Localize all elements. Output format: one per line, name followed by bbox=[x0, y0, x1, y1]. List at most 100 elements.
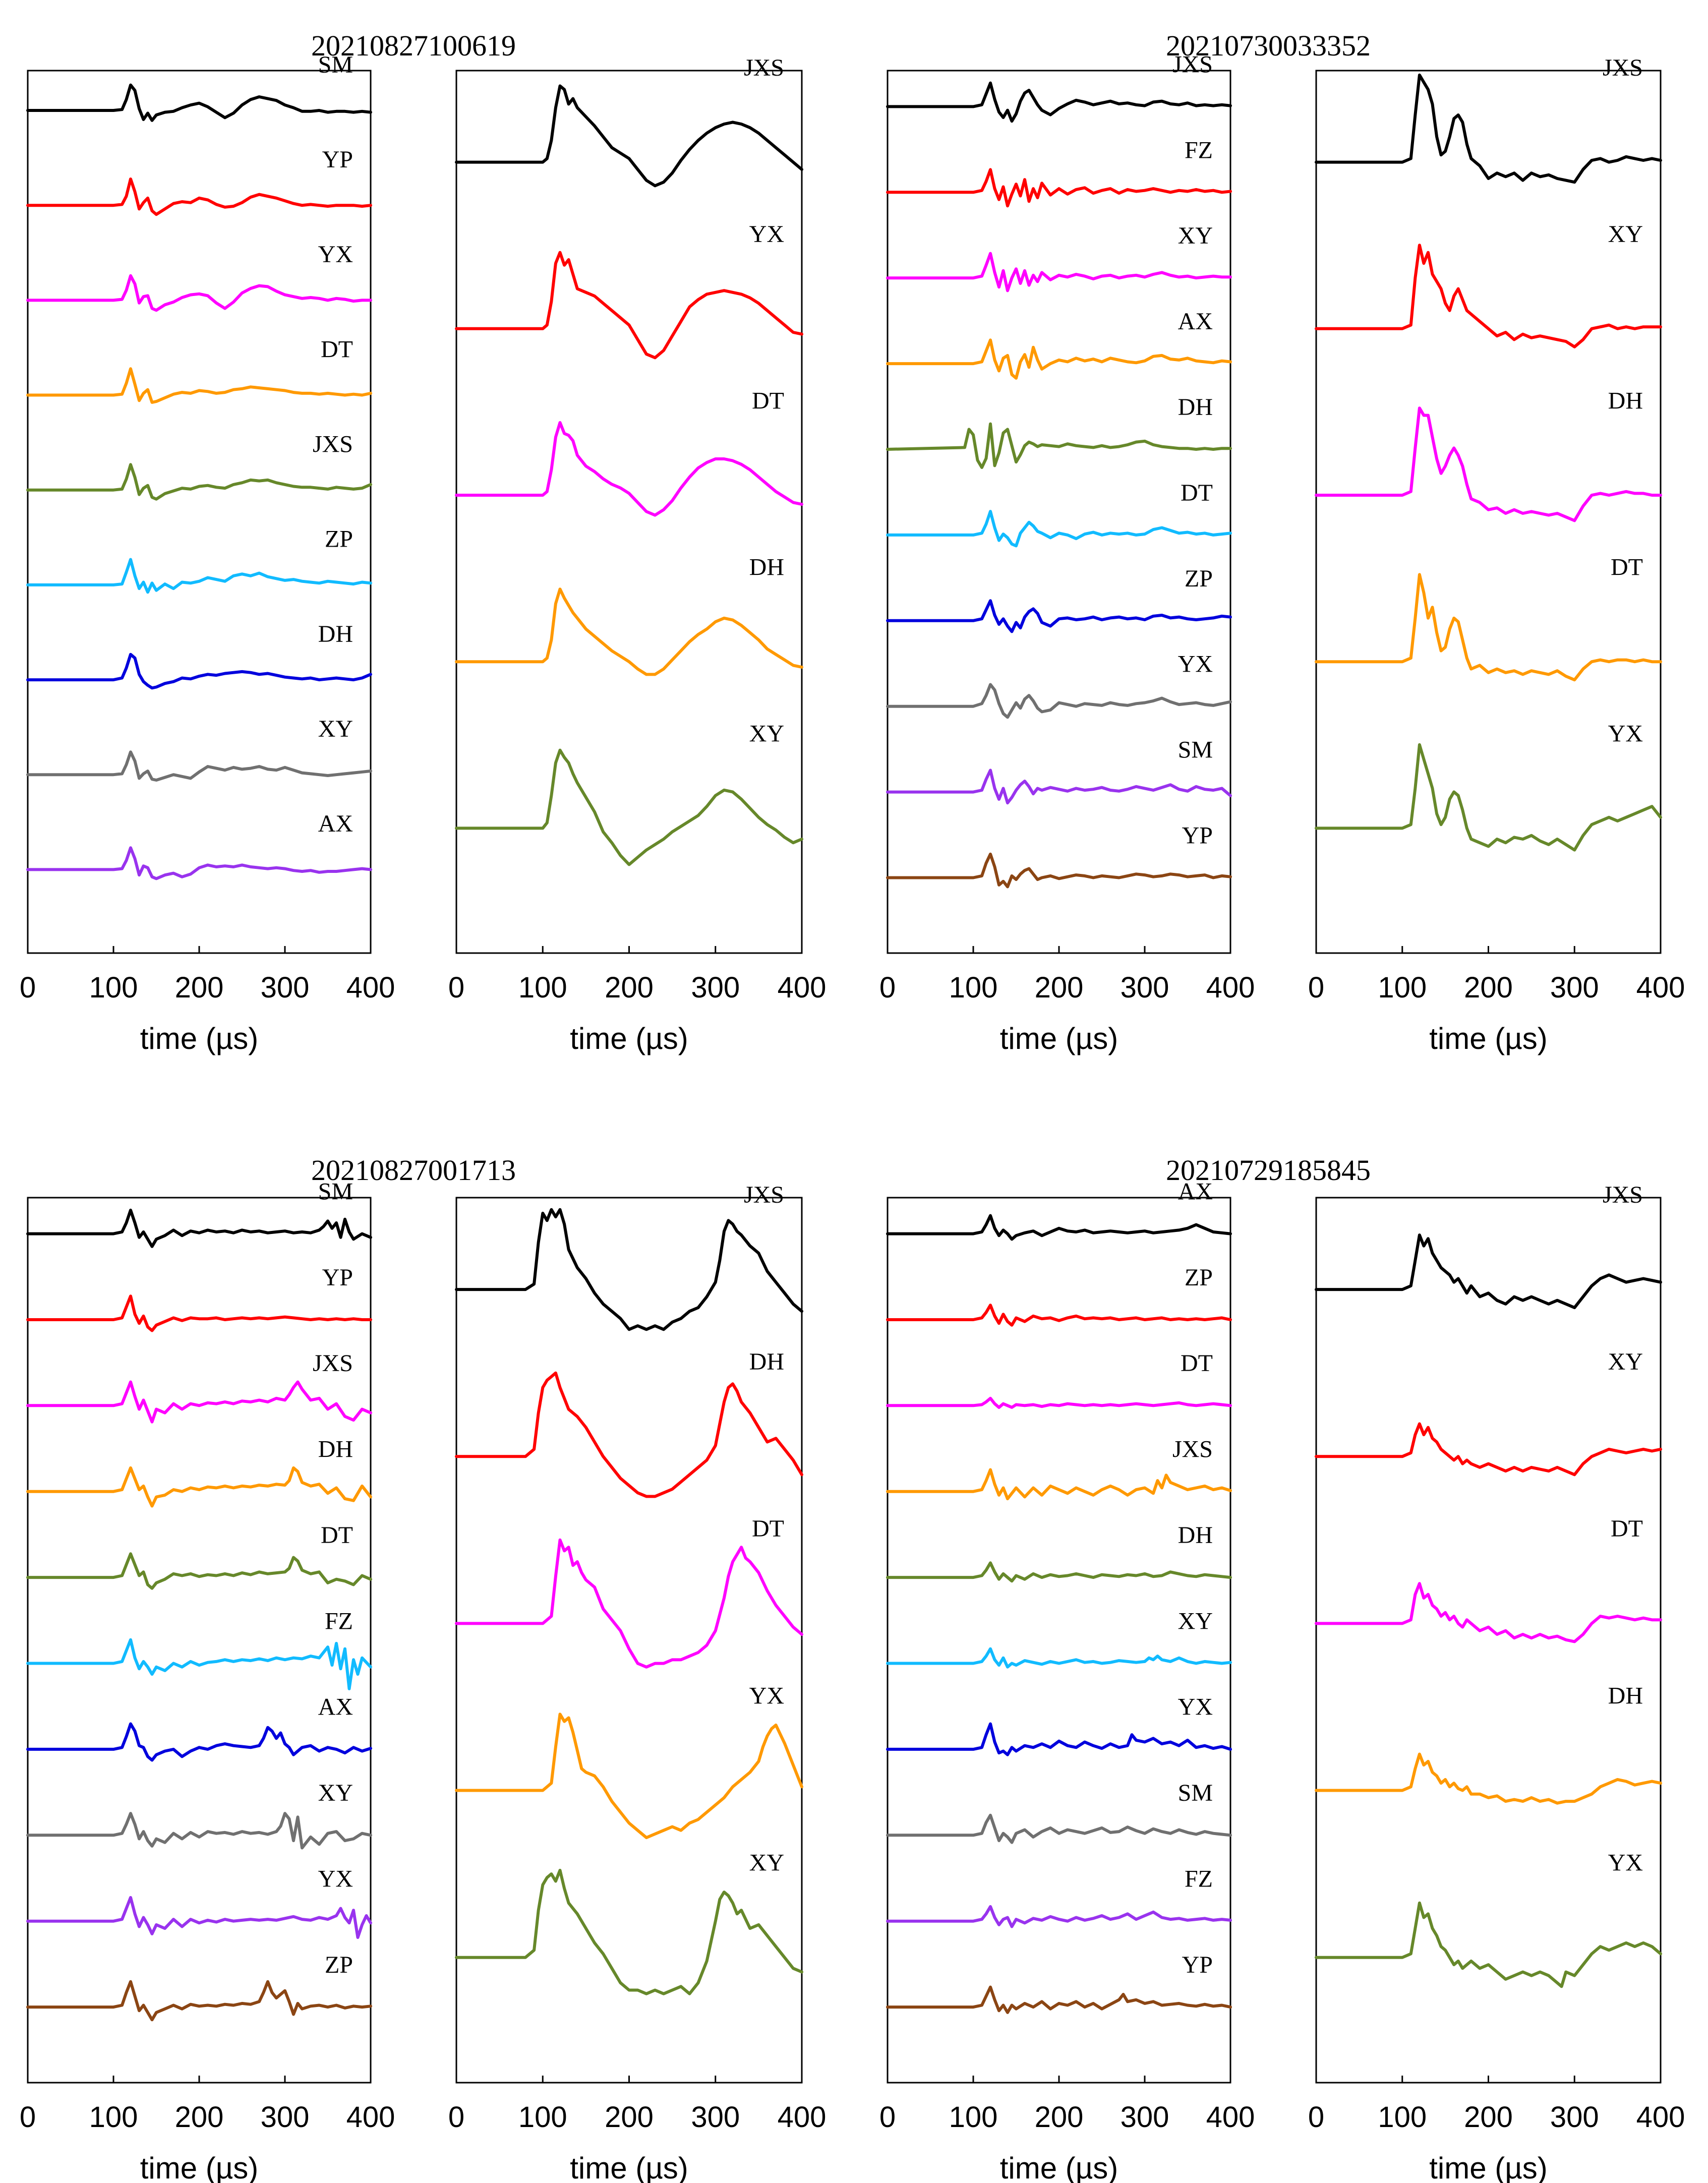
station-label-xy: XY bbox=[749, 721, 784, 747]
trace-yx bbox=[1315, 743, 1662, 852]
station-label-dh: DH bbox=[1608, 1682, 1643, 1709]
trace-zp bbox=[886, 1304, 1232, 1327]
x-tick-label: 100 bbox=[89, 971, 138, 1004]
group-title: 20210827001713 bbox=[311, 1154, 516, 1187]
trace-dh bbox=[455, 1371, 803, 1498]
trace-xy bbox=[1315, 244, 1662, 348]
plot-frame bbox=[887, 70, 1231, 954]
trace-jxs bbox=[26, 1380, 372, 1424]
x-axis-label: time (µs) bbox=[1429, 1022, 1548, 1055]
group-title: 20210730033352 bbox=[1166, 29, 1371, 62]
station-label-yp: YP bbox=[322, 146, 353, 173]
panel-1-1: 0 100 200 300 400 time (µs) JXS DH DT YX XY bbox=[448, 1182, 827, 2183]
group-title: 20210827100619 bbox=[311, 29, 516, 62]
station-label-dt: DT bbox=[752, 1515, 784, 1542]
station-label-sm: SM bbox=[1178, 1780, 1213, 1806]
station-label-dh: DH bbox=[749, 1348, 784, 1375]
station-label-fz: FZ bbox=[325, 1608, 353, 1634]
x-tick-label: 300 bbox=[1121, 2101, 1169, 2134]
trace-dh bbox=[455, 587, 803, 676]
trace-dh bbox=[1315, 1752, 1662, 1805]
station-label-zp: ZP bbox=[325, 526, 353, 553]
station-label-dt: DT bbox=[321, 1522, 353, 1549]
x-axis-label: time (µs) bbox=[140, 1022, 259, 1055]
station-label-sm: SM bbox=[1178, 737, 1213, 763]
trace-dt bbox=[886, 1396, 1232, 1409]
trace-yp bbox=[26, 178, 372, 216]
station-label-xy: XY bbox=[1608, 221, 1643, 248]
trace-sm bbox=[26, 1208, 372, 1248]
trace-zp bbox=[26, 558, 372, 594]
trace-dh bbox=[26, 653, 372, 690]
x-axis-label: time (µs) bbox=[1429, 2151, 1548, 2183]
x-tick-label: 0 bbox=[20, 2101, 36, 2134]
station-label-xy: XY bbox=[318, 1780, 353, 1806]
x-tick-label: 400 bbox=[1636, 971, 1685, 1004]
x-tick-label: 300 bbox=[1121, 971, 1169, 1004]
panel-0-0: 20210827100619 0 100 200 300 400 time (µs) SM YP… bbox=[20, 29, 516, 1055]
station-label-xy: XY bbox=[749, 1849, 784, 1876]
panel-1-3: 0 100 200 300 400 time (µs) JXS XY DT DH YX bbox=[1308, 1182, 1685, 2183]
station-label-dt: DT bbox=[1611, 554, 1643, 580]
x-tick-label: 100 bbox=[1378, 971, 1427, 1004]
x-tick-label: 300 bbox=[261, 971, 310, 1004]
panel-0-2: 20210730033352 0 100 200 300 400 time (µs) JXS F… bbox=[879, 29, 1371, 1055]
station-label-yp: YP bbox=[1182, 822, 1213, 849]
x-tick-label: 0 bbox=[1308, 2101, 1324, 2134]
trace-xy bbox=[886, 1647, 1232, 1669]
station-label-ax: AX bbox=[318, 810, 353, 837]
trace-dt bbox=[1315, 1582, 1662, 1643]
trace-zp bbox=[886, 599, 1232, 633]
x-tick-label: 0 bbox=[879, 971, 896, 1004]
x-tick-label: 400 bbox=[778, 2101, 827, 2134]
trace-jxs bbox=[886, 1468, 1232, 1501]
trace-jxs bbox=[886, 81, 1232, 123]
x-axis-label: time (µs) bbox=[570, 2151, 688, 2183]
x-tick-label: 200 bbox=[605, 971, 654, 1004]
trace-xy bbox=[26, 750, 372, 782]
station-label-dt: DT bbox=[1181, 1350, 1213, 1377]
trace-yx bbox=[455, 251, 803, 360]
station-label-yx: YX bbox=[749, 1682, 784, 1709]
x-tick-label: 200 bbox=[175, 2101, 224, 2134]
trace-jxs bbox=[1315, 1233, 1662, 1310]
x-tick-label: 300 bbox=[691, 2101, 740, 2134]
station-label-xy: XY bbox=[1178, 1608, 1213, 1634]
trace-dt bbox=[26, 367, 372, 404]
station-label-dt: DT bbox=[1611, 1515, 1643, 1542]
trace-dh bbox=[886, 422, 1232, 469]
trace-jxs bbox=[26, 463, 372, 501]
trace-fz bbox=[26, 1638, 372, 1690]
panel-1-2: 20210729185845 0 100 200 300 400 time (µs) AX ZP… bbox=[879, 1154, 1371, 2183]
x-tick-label: 400 bbox=[1206, 2101, 1255, 2134]
x-tick-label: 100 bbox=[518, 2101, 567, 2134]
station-label-ax: AX bbox=[1178, 308, 1213, 335]
station-label-jxs: JXS bbox=[1603, 1182, 1643, 1208]
trace-yx bbox=[886, 1722, 1232, 1756]
station-label-yp: YP bbox=[1182, 1952, 1213, 1978]
x-tick-label: 0 bbox=[20, 971, 36, 1004]
station-label-jxs: JXS bbox=[1172, 51, 1213, 78]
x-tick-label: 100 bbox=[949, 2101, 998, 2134]
trace-yp bbox=[886, 852, 1232, 889]
station-label-jxs: JXS bbox=[1603, 54, 1643, 81]
x-tick-label: 400 bbox=[1206, 971, 1255, 1004]
station-label-jxs: JXS bbox=[313, 1350, 353, 1377]
station-label-yx: YX bbox=[1608, 721, 1643, 747]
x-tick-label: 100 bbox=[1378, 2101, 1427, 2134]
trace-dt bbox=[886, 510, 1232, 548]
trace-dh bbox=[1315, 406, 1662, 522]
station-label-yx: YX bbox=[1178, 651, 1213, 678]
station-label-dh: DH bbox=[1178, 394, 1213, 421]
x-tick-label: 0 bbox=[448, 2101, 464, 2134]
station-label-jxs: JXS bbox=[744, 54, 784, 81]
station-label-xy: XY bbox=[318, 716, 353, 742]
trace-xy bbox=[455, 1868, 803, 1995]
station-label-fz: FZ bbox=[1185, 1866, 1213, 1893]
x-tick-label: 100 bbox=[949, 971, 998, 1004]
x-axis-label: time (µs) bbox=[570, 1022, 688, 1055]
plot-frame bbox=[27, 1197, 372, 2084]
station-label-yp: YP bbox=[322, 1264, 353, 1291]
trace-fz bbox=[886, 168, 1232, 208]
trace-sm bbox=[886, 769, 1232, 805]
